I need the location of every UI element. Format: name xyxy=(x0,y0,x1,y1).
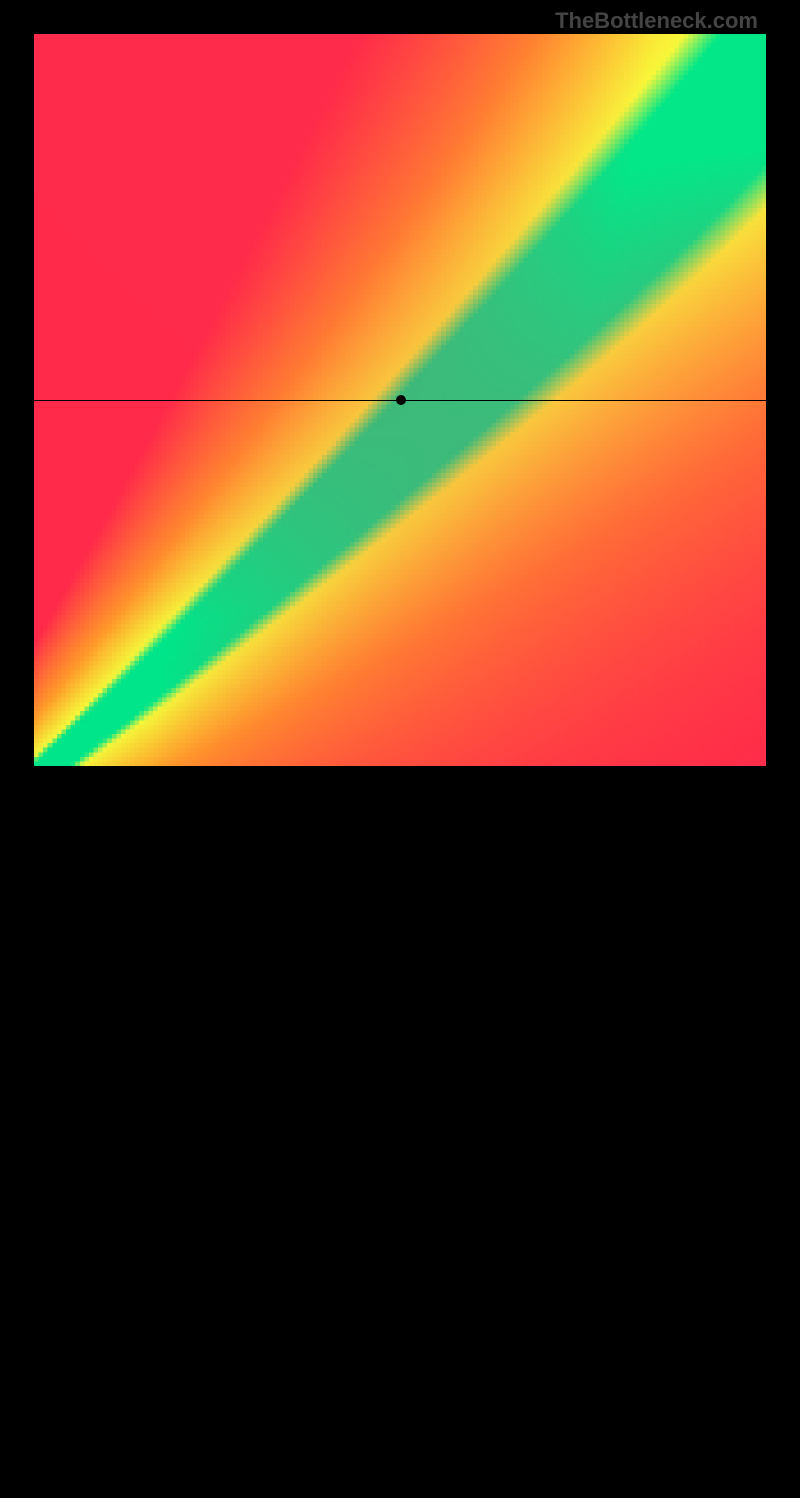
crosshair-vertical xyxy=(400,766,401,1498)
heatmap-plot xyxy=(34,34,766,766)
watermark-text: TheBottleneck.com xyxy=(555,8,758,34)
data-point-marker xyxy=(396,395,406,405)
